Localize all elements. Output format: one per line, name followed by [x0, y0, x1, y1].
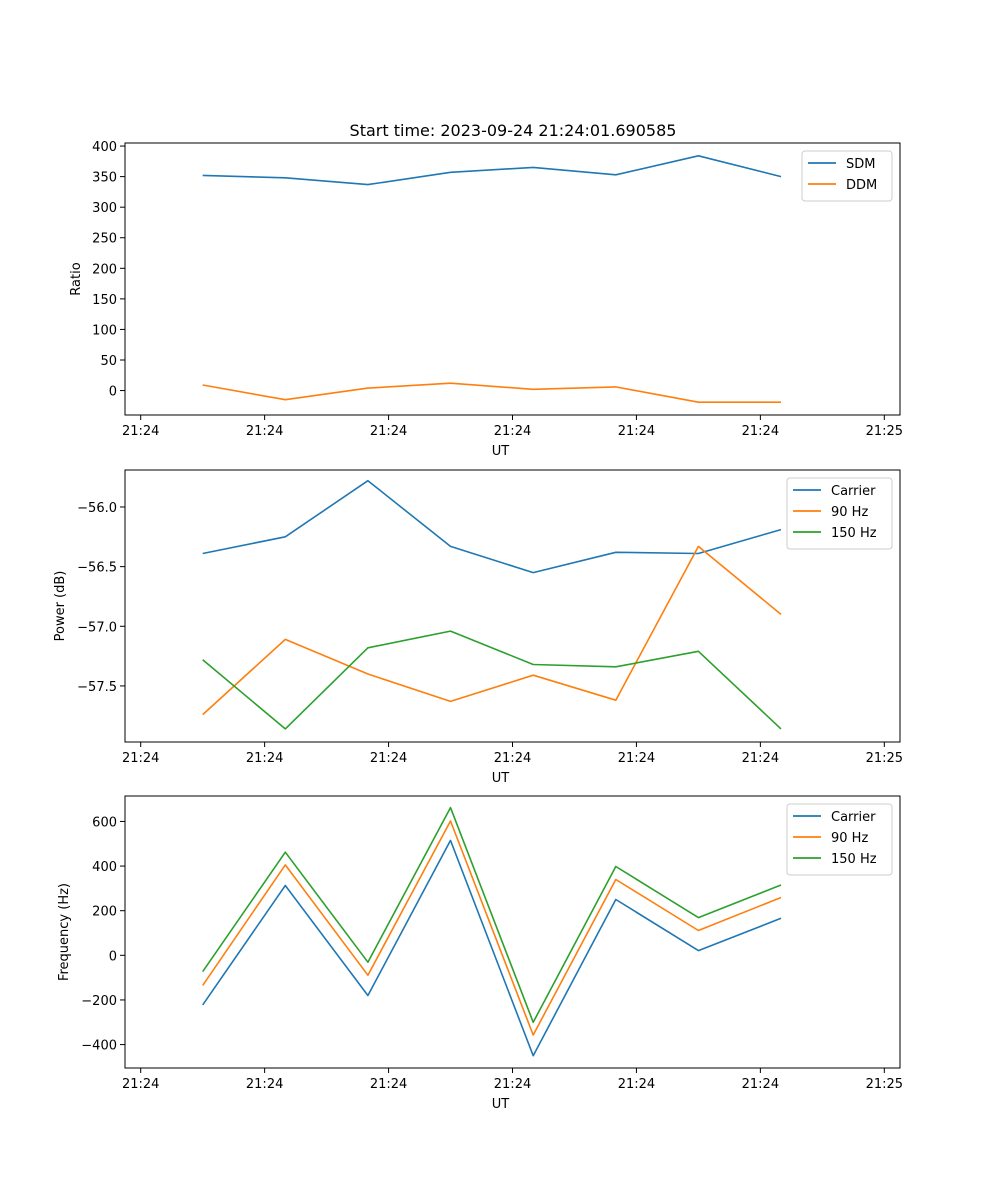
legend-entry: 90 Hz: [831, 831, 868, 846]
x-tick-label: 21:25: [866, 424, 903, 439]
series-line-90-hz: [202, 820, 782, 1036]
y-tick-label: −57.0: [77, 620, 117, 635]
y-tick-label: 100: [92, 323, 117, 338]
legend-entry: SDM: [846, 157, 875, 172]
series-line-150-hz: [202, 630, 782, 730]
series-line-90-hz: [202, 545, 782, 716]
y-tick-label: 600: [92, 815, 117, 830]
y-tick-label: −200: [81, 994, 117, 1009]
x-tick-label: 21:24: [742, 751, 779, 766]
y-tick-label: 400: [92, 140, 117, 155]
legend-entry: 90 Hz: [831, 505, 868, 520]
y-tick-label: −56.5: [77, 561, 117, 576]
y-tick-label: 350: [92, 171, 117, 186]
x-tick-label: 21:24: [370, 751, 407, 766]
y-axis-label: Ratio: [69, 262, 84, 295]
y-tick-label: 250: [92, 232, 117, 247]
x-tick-label: 21:24: [122, 424, 159, 439]
x-tick-label: 21:24: [494, 1077, 531, 1092]
x-tick-label: 21:25: [866, 1077, 903, 1092]
y-tick-label: −57.5: [77, 680, 117, 695]
series-line-sdm: [202, 155, 782, 186]
y-tick-label: 50: [100, 354, 117, 369]
legend-entry: 150 Hz: [831, 852, 877, 867]
figure-title: Start time: 2023-09-24 21:24:01.690585: [350, 121, 677, 140]
y-tick-label: 200: [92, 262, 117, 277]
x-tick-label: 21:24: [618, 424, 655, 439]
y-tick-label: −400: [81, 1039, 117, 1054]
legend-entry: DDM: [846, 178, 877, 193]
series-line-ddm: [202, 382, 781, 404]
x-tick-label: 21:24: [370, 424, 407, 439]
legend: Carrier 90 Hz 150 Hz: [786, 803, 893, 876]
x-tick-label: 21:24: [618, 751, 655, 766]
y-tick-label: 0: [109, 949, 117, 964]
legend-entry: 150 Hz: [831, 526, 877, 541]
x-tick-label: 21:24: [618, 1077, 655, 1092]
legend-entry: Carrier: [831, 484, 876, 499]
y-tick-label: 0: [109, 385, 117, 400]
frequency-panel: 21:24 21:24 21:24 21:24 21:24 21:24 21:25 −400 −…: [57, 795, 903, 1112]
x-tick-label: 21:24: [370, 1077, 407, 1092]
legend-entry: Carrier: [831, 810, 876, 825]
x-tick-label: 21:24: [494, 424, 531, 439]
y-axis-label: Frequency (Hz): [57, 883, 72, 981]
x-tick-label: 21:24: [246, 751, 283, 766]
axes-frame: [124, 795, 901, 1069]
legend: SDM DDM: [801, 150, 893, 202]
y-tick-label: 150: [92, 293, 117, 308]
y-axis-label: Power (dB): [53, 571, 68, 642]
ratio-panel: 21:24 21:24 21:24 21:24 21:24 21:24 21:25 0 50 10…: [69, 140, 903, 459]
axes-frame: [124, 469, 901, 743]
x-tick-label: 21:24: [742, 1077, 779, 1092]
legend: Carrier 90 Hz 150 Hz: [786, 477, 893, 550]
x-tick-label: 21:24: [122, 1077, 159, 1092]
x-tick-label: 21:24: [246, 424, 283, 439]
x-tick-label: 21:24: [742, 424, 779, 439]
x-tick-label: 21:24: [122, 751, 159, 766]
x-tick-label: 21:24: [494, 751, 531, 766]
series-line-150-hz: [202, 806, 782, 1024]
y-tick-label: −56.0: [77, 501, 117, 516]
y-tick-label: 300: [92, 201, 117, 216]
axes-frame: [124, 142, 901, 416]
series-line-carrier: [202, 479, 782, 574]
x-tick-label: 21:25: [866, 751, 903, 766]
x-tick-label: 21:24: [246, 1077, 283, 1092]
y-tick-label: 200: [92, 905, 117, 920]
y-tick-label: 400: [92, 860, 117, 875]
x-axis-label: UT: [492, 771, 510, 786]
power-panel: 21:24 21:24 21:24 21:24 21:24 21:24 21:25 −57.5…: [53, 469, 903, 786]
x-axis-label: UT: [492, 1097, 510, 1112]
x-axis-label: UT: [492, 444, 510, 459]
series-line-carrier: [202, 839, 782, 1057]
